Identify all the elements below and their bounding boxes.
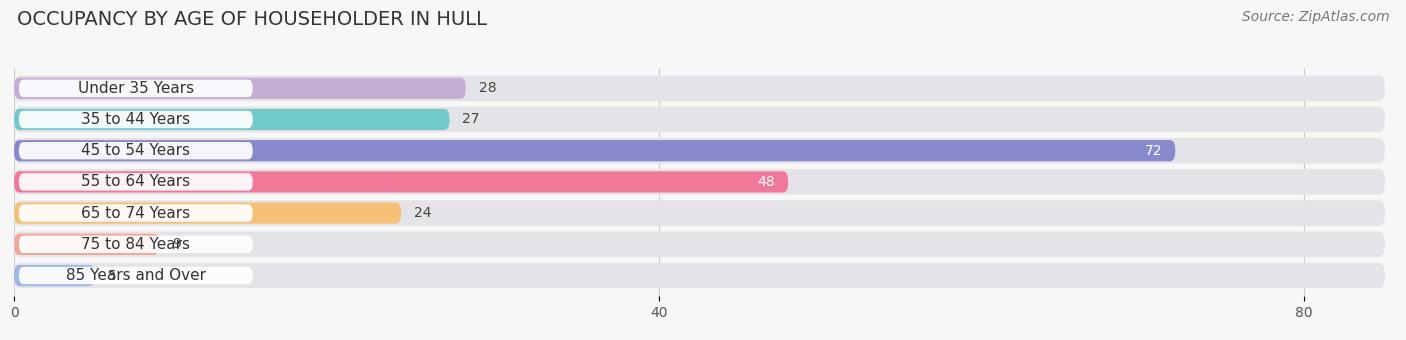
Text: 45 to 54 Years: 45 to 54 Years — [82, 143, 190, 158]
FancyBboxPatch shape — [18, 267, 253, 284]
Text: 35 to 44 Years: 35 to 44 Years — [82, 112, 190, 127]
FancyBboxPatch shape — [18, 111, 253, 128]
FancyBboxPatch shape — [18, 173, 253, 191]
FancyBboxPatch shape — [14, 203, 401, 224]
FancyBboxPatch shape — [18, 80, 253, 97]
FancyBboxPatch shape — [14, 169, 1385, 195]
FancyBboxPatch shape — [18, 142, 253, 159]
Text: 28: 28 — [478, 81, 496, 95]
Text: 27: 27 — [463, 113, 479, 126]
Text: 72: 72 — [1144, 144, 1163, 158]
Text: 5: 5 — [108, 269, 117, 283]
FancyBboxPatch shape — [14, 200, 1385, 226]
FancyBboxPatch shape — [14, 232, 1385, 257]
FancyBboxPatch shape — [14, 140, 1175, 161]
Text: 75 to 84 Years: 75 to 84 Years — [82, 237, 190, 252]
FancyBboxPatch shape — [14, 234, 159, 255]
FancyBboxPatch shape — [14, 138, 1385, 164]
FancyBboxPatch shape — [14, 75, 1385, 101]
FancyBboxPatch shape — [14, 171, 789, 192]
FancyBboxPatch shape — [14, 109, 450, 130]
Text: 85 Years and Over: 85 Years and Over — [66, 268, 205, 283]
Text: 24: 24 — [413, 206, 432, 220]
Text: 55 to 64 Years: 55 to 64 Years — [82, 174, 190, 189]
FancyBboxPatch shape — [18, 236, 253, 253]
FancyBboxPatch shape — [14, 78, 465, 99]
FancyBboxPatch shape — [14, 265, 94, 286]
Text: 48: 48 — [758, 175, 775, 189]
Text: 9: 9 — [172, 237, 181, 251]
FancyBboxPatch shape — [18, 204, 253, 222]
FancyBboxPatch shape — [14, 107, 1385, 132]
Text: OCCUPANCY BY AGE OF HOUSEHOLDER IN HULL: OCCUPANCY BY AGE OF HOUSEHOLDER IN HULL — [17, 10, 486, 29]
Text: Source: ZipAtlas.com: Source: ZipAtlas.com — [1241, 10, 1389, 24]
FancyBboxPatch shape — [14, 263, 1385, 288]
Text: Under 35 Years: Under 35 Years — [77, 81, 194, 96]
Text: 65 to 74 Years: 65 to 74 Years — [82, 206, 190, 221]
